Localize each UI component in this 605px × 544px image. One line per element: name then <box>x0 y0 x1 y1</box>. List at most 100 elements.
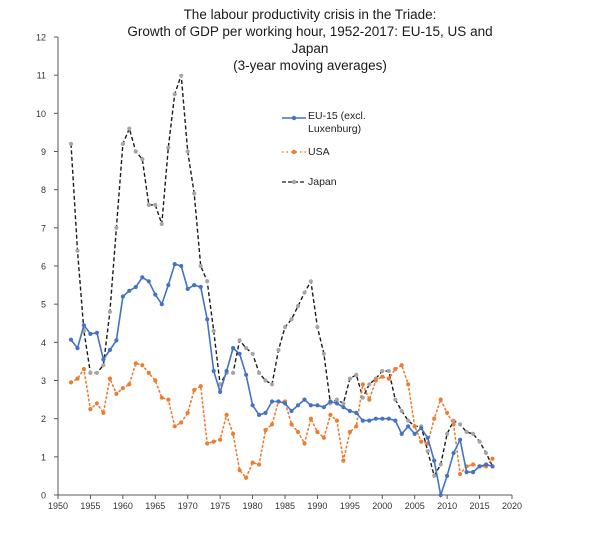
data-point-usa <box>289 422 294 427</box>
data-point-eu15 <box>445 473 450 478</box>
data-point-eu15 <box>347 408 352 414</box>
data-point-eu15 <box>451 450 456 456</box>
data-point-eu15 <box>114 338 119 343</box>
data-point-japan <box>101 363 106 368</box>
data-point-eu15 <box>373 416 378 421</box>
x-tick-label: 1950 <box>48 501 68 511</box>
data-point-japan <box>237 338 242 343</box>
data-point-eu15 <box>94 330 99 335</box>
data-point-eu15 <box>276 399 281 404</box>
data-point-usa <box>471 462 476 467</box>
data-point-eu15 <box>237 351 242 356</box>
data-point-eu15 <box>406 424 411 429</box>
data-point-usa <box>412 424 417 429</box>
legend-label-usa: USA <box>308 146 330 158</box>
series-line-eu15 <box>70 263 493 499</box>
data-point-usa <box>81 367 86 372</box>
x-tick-label: 1985 <box>275 501 295 511</box>
data-point-japan <box>231 370 236 375</box>
x-tick-label: 2020 <box>502 501 522 511</box>
data-point-eu15 <box>334 401 339 406</box>
data-point-japan <box>133 149 138 154</box>
data-point-eu15 <box>172 262 177 267</box>
data-point-eu15 <box>321 405 326 410</box>
data-point-japan <box>282 325 288 330</box>
data-point-eu15 <box>146 279 151 284</box>
data-point-eu15 <box>464 470 469 475</box>
data-point-japan <box>146 202 151 207</box>
data-point-japan <box>334 397 339 402</box>
data-point-eu15 <box>458 437 463 442</box>
data-point-japan <box>153 202 158 207</box>
data-point-japan <box>302 290 307 295</box>
data-point-usa <box>263 428 268 433</box>
y-tick-label: 4 <box>41 338 46 348</box>
data-point-eu15 <box>386 416 391 421</box>
chart-title: The labour productivity crisis in the Tr… <box>100 6 520 74</box>
data-point-usa <box>88 407 93 412</box>
data-point-japan <box>269 382 275 387</box>
data-point-eu15 <box>269 399 275 404</box>
data-point-eu15 <box>198 284 203 290</box>
data-point-usa <box>419 439 424 444</box>
data-point-japan <box>425 449 430 454</box>
data-point-eu15 <box>490 464 495 469</box>
data-point-usa <box>341 458 346 463</box>
y-tick-label: 11 <box>37 71 46 81</box>
y-tick-label: 10 <box>36 109 46 119</box>
data-point-eu15 <box>127 288 132 293</box>
data-point-japan <box>477 439 482 444</box>
x-tick-label: 1990 <box>307 501 327 511</box>
data-point-usa <box>140 363 145 368</box>
data-point-japan <box>393 397 398 402</box>
data-point-japan <box>114 225 119 230</box>
data-point-usa <box>101 410 106 415</box>
data-point-usa <box>205 441 210 446</box>
data-point-japan <box>68 141 74 146</box>
data-point-eu15 <box>354 410 359 415</box>
data-point-usa <box>445 410 450 415</box>
data-point-japan <box>458 422 463 427</box>
data-point-eu15 <box>68 337 74 342</box>
x-tick-label: 1965 <box>145 501 165 511</box>
data-point-eu15 <box>244 372 249 377</box>
data-point-usa <box>237 468 242 473</box>
data-point-japan <box>438 462 443 467</box>
data-point-eu15 <box>282 401 288 406</box>
data-point-japan <box>399 408 404 414</box>
data-point-japan <box>250 351 255 356</box>
data-point-usa <box>94 401 99 406</box>
data-point-eu15 <box>471 470 476 475</box>
data-point-usa <box>244 475 249 480</box>
data-point-japan <box>367 382 372 387</box>
data-point-japan <box>380 368 385 374</box>
data-point-eu15 <box>120 294 125 299</box>
data-point-japan <box>192 191 197 196</box>
data-point-usa <box>68 380 74 385</box>
data-point-usa <box>367 397 372 402</box>
data-point-eu15 <box>231 346 236 351</box>
data-point-japan <box>140 157 145 162</box>
data-point-eu15 <box>393 418 398 423</box>
data-point-eu15 <box>179 263 184 269</box>
data-point-japan <box>198 263 203 269</box>
data-point-japan <box>315 325 320 330</box>
data-point-eu15 <box>107 347 112 353</box>
data-point-eu15 <box>341 405 346 410</box>
legend-swatch-eu15 <box>282 115 306 121</box>
data-point-eu15 <box>211 368 216 374</box>
data-point-usa <box>328 412 333 417</box>
data-point-eu15 <box>101 357 106 362</box>
data-point-eu15 <box>159 302 164 307</box>
data-point-eu15 <box>438 492 443 498</box>
data-point-usa <box>114 391 119 396</box>
data-point-usa <box>438 397 443 402</box>
data-point-usa <box>257 462 262 467</box>
data-point-japan <box>94 370 99 375</box>
data-point-usa <box>159 395 164 400</box>
data-point-usa <box>302 441 307 446</box>
x-tick-label: 1995 <box>340 501 360 511</box>
data-point-usa <box>399 363 404 368</box>
data-point-eu15 <box>302 397 307 402</box>
